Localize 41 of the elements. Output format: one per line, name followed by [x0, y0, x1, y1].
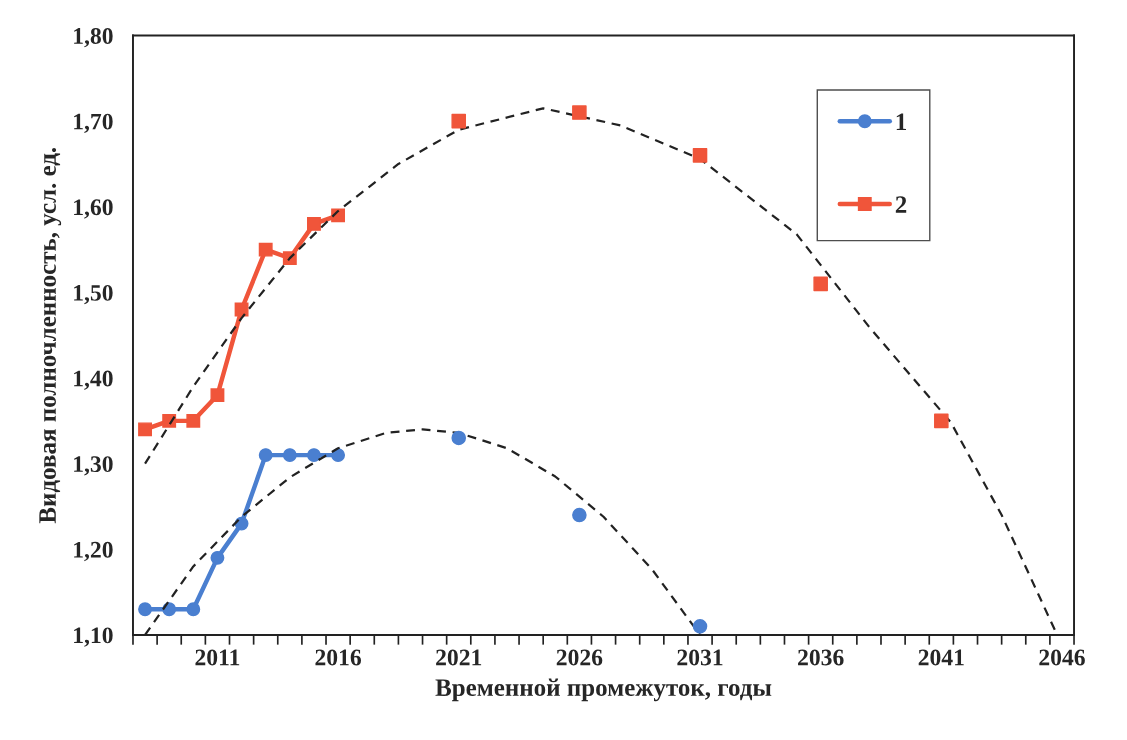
legend-label: 2: [895, 196, 907, 213]
y-tick-label: 1,80: [74, 28, 113, 48]
point: [451, 113, 467, 129]
point: [451, 430, 467, 446]
x-tick-label: 2036: [798, 649, 844, 666]
y-tick-label: 1,30: [74, 456, 113, 476]
x-tick-label: 2016: [315, 649, 362, 666]
point: [307, 448, 321, 463]
point: [210, 550, 225, 565]
y-tick-label: 1,50: [74, 284, 113, 305]
x-tick-label: 2021: [436, 649, 482, 666]
point: [258, 242, 273, 257]
x-axis-title: Временной промежуток, годы: [435, 678, 772, 702]
legend-label: 1: [896, 113, 906, 130]
point: [138, 602, 152, 617]
point: [138, 422, 152, 437]
point: [934, 413, 949, 429]
point: [572, 105, 587, 120]
x-tick-label: 2031: [677, 649, 723, 666]
point: [186, 602, 201, 617]
point: [692, 148, 708, 163]
point: [692, 619, 708, 634]
point: [331, 448, 346, 463]
point: [307, 216, 321, 231]
point: [234, 302, 249, 317]
x-tick-label: 2046: [1039, 649, 1085, 666]
point: [210, 388, 225, 403]
y-tick-label: 1,60: [74, 199, 113, 219]
x-tick-label: 2011: [195, 649, 240, 666]
point: [186, 413, 201, 428]
point: [258, 448, 273, 463]
y-tick-label: 1,20: [74, 541, 113, 562]
x-tick-label: 2041: [918, 649, 964, 666]
y-tick-label: 1,70: [74, 113, 113, 133]
y-axis-title: Видовая полночленность, усл. ед.: [39, 147, 62, 524]
point: [813, 276, 828, 292]
point: [572, 507, 587, 523]
y-tick-label: 1,40: [74, 370, 113, 390]
point: [282, 448, 297, 463]
y-tick-label: 1,10: [74, 627, 113, 647]
x-tick-label: 2026: [556, 649, 603, 666]
